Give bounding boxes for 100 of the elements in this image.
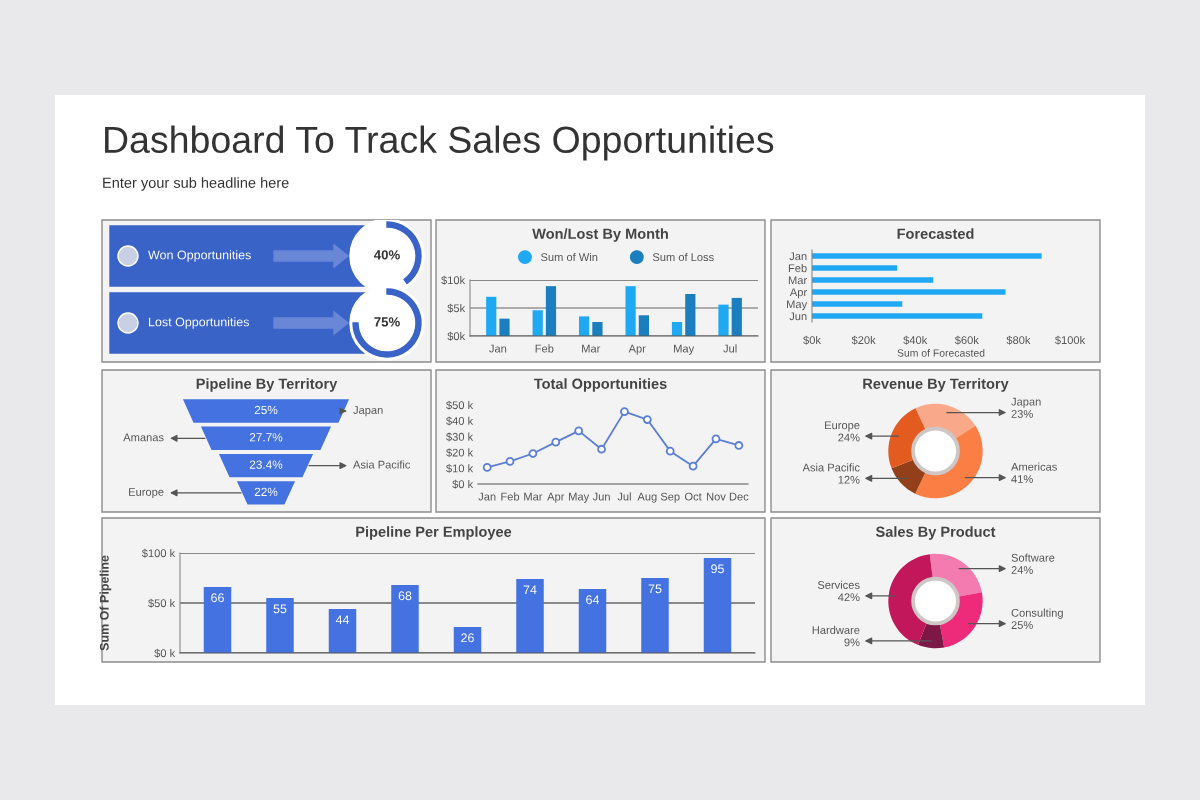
slice-label: Hardware: [812, 625, 860, 635]
y-tick-label: May: [787, 300, 808, 311]
bar: [641, 578, 669, 653]
point: [665, 446, 675, 456]
y-tick-label: $20 k: [446, 448, 474, 458]
x-tick-label: Aug: [637, 492, 657, 503]
bar: [545, 286, 557, 336]
chart-title: Pipeline Per Employee: [356, 526, 512, 540]
point: [642, 415, 652, 424]
point: [711, 434, 721, 444]
y-tick-label: Mar: [788, 276, 807, 285]
bar: [486, 296, 497, 336]
point: [688, 461, 698, 471]
data-label: 24%: [838, 433, 860, 442]
text: Enter your sub headline here: [103, 177, 289, 191]
bar: [579, 316, 590, 336]
x-tick-label: $0k: [803, 335, 821, 345]
text: 23.4%: [249, 460, 283, 469]
bar: [671, 322, 683, 336]
y-tick-label: $50 k: [148, 598, 176, 608]
x-tick-label: May: [569, 492, 590, 503]
x-tick-label: Mar: [524, 492, 543, 501]
x-tick-label: Mar: [582, 344, 601, 353]
slice-label: Japan: [1011, 397, 1041, 408]
bar: [499, 318, 510, 336]
chart-title: Total Opportunities: [533, 378, 667, 392]
y-tick-label: Jun: [789, 312, 807, 321]
data-label: 25%: [1011, 621, 1033, 629]
y-tick-label: $50 k: [446, 400, 474, 410]
bar: [718, 304, 729, 336]
bar: [625, 286, 636, 336]
y-tick-label: $0 k: [154, 648, 176, 658]
data-label: 74: [523, 585, 537, 595]
y-tick-label: $40 k: [446, 416, 474, 426]
x-tick-label: May: [674, 344, 695, 355]
data-label: 26: [461, 633, 474, 643]
x-tick-label: Feb: [535, 344, 554, 353]
data-label: 75%: [374, 317, 400, 327]
x-axis-title: Sum of Forecasted: [897, 349, 985, 357]
x-tick-label: Apr: [547, 492, 565, 503]
x-tick-label: Jan: [489, 344, 507, 353]
x-tick-label: $60k: [954, 335, 979, 345]
x-tick-label: Oct: [684, 492, 702, 501]
bar: [328, 609, 357, 653]
x-tick-label: $40k: [903, 335, 928, 345]
chart-title: Forecasted: [897, 228, 974, 239]
data-label: 24%: [1011, 566, 1033, 574]
point: [505, 457, 515, 466]
bar: [516, 579, 544, 653]
x-tick-label: Apr: [628, 344, 646, 355]
bar: [391, 585, 419, 653]
chart-title: Sales By Product: [875, 526, 996, 540]
bar: [592, 322, 603, 336]
bar: [685, 294, 696, 336]
data-label: 12%: [838, 475, 860, 484]
bar: [703, 558, 732, 653]
bar: [731, 297, 742, 336]
bar: [812, 313, 983, 319]
y-tick-label: $30 k: [446, 432, 474, 442]
category-label: Europe: [129, 488, 164, 499]
data-label: 9%: [844, 638, 860, 647]
data-label: 23%: [1011, 409, 1033, 418]
slice-label: Software: [1011, 553, 1055, 562]
data-label: 40%: [374, 250, 400, 260]
x-tick-label: Sep: [660, 492, 680, 503]
data-label: 41%: [1011, 475, 1033, 483]
data-label: 75: [648, 584, 662, 594]
point: [734, 441, 744, 450]
bar: [812, 277, 934, 283]
x-tick-label: Jul: [617, 492, 631, 501]
data-label: 66: [211, 593, 224, 603]
point: [574, 426, 584, 436]
x-tick-label: Dec: [729, 492, 749, 501]
category-label: Asia Pacific: [353, 460, 411, 469]
chart-title: Won/Lost By Month: [532, 228, 668, 242]
slice-label: Services: [817, 580, 860, 589]
y-tick-label: $10 k: [446, 464, 474, 473]
bar: [812, 301, 903, 307]
x-tick-label: $100k: [1054, 335, 1086, 345]
text: 27.7%: [249, 433, 283, 442]
bar: [638, 315, 649, 336]
category-label: Japan: [353, 406, 383, 417]
point: [551, 437, 561, 447]
x-tick-label: Feb: [501, 492, 520, 501]
point: [620, 407, 629, 417]
bar: [578, 589, 607, 653]
bar: [203, 587, 232, 653]
data-label: 68: [398, 591, 412, 601]
category-label: Lost Opportunities: [149, 317, 249, 329]
chart-title: Revenue By Territory: [863, 378, 1009, 392]
point: [597, 444, 606, 454]
point: [482, 463, 492, 472]
category-label: Amanas: [123, 433, 164, 442]
y-tick-label: Jan: [789, 252, 807, 261]
legend-label: Sum of Loss: [652, 252, 714, 262]
legend-label: Sum of Win: [541, 252, 598, 262]
x-tick-label: Nov: [707, 492, 726, 501]
slice-label: Asia Pacific: [802, 463, 860, 472]
slice-label: Consulting: [1011, 608, 1063, 619]
data-label: 95: [711, 564, 724, 574]
